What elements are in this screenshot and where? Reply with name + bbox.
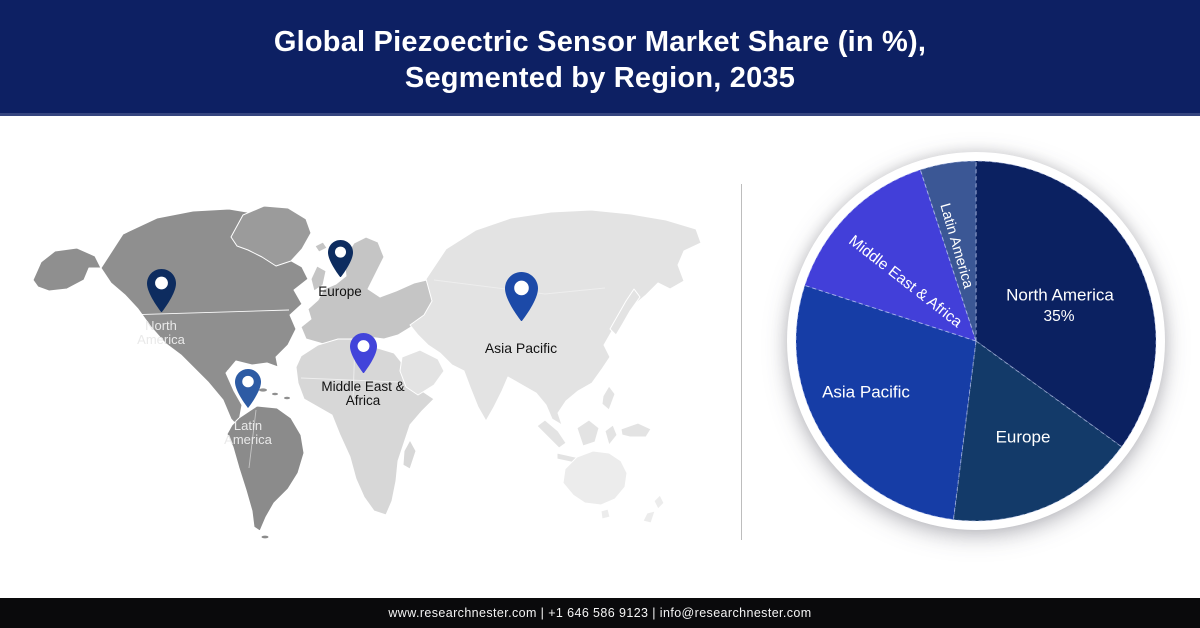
map-label-line: America: [137, 331, 185, 347]
page-title: Global Piezoectric Sensor Market Share (…: [0, 0, 1200, 96]
pie-value-label: 35%: [1043, 308, 1074, 325]
pie-slice-latin-america: [919, 160, 977, 342]
map-label-line: Latin: [233, 418, 263, 433]
map-pin-middle-east-africa-icon: [349, 332, 377, 373]
map-pin-asia-pacific-icon: [504, 271, 538, 321]
map-label-north-america: North America: [96, 319, 226, 346]
pie-label-asia-pacific: Asia Pacific: [822, 382, 910, 401]
panel-divider: [741, 184, 742, 540]
map-label-latin-america: Latin America: [183, 419, 313, 446]
continent-oceania: [562, 450, 665, 524]
greenland: [230, 205, 312, 267]
map-pin-europe-icon: [327, 239, 353, 277]
map-label-line: North: [145, 318, 177, 333]
map-pin-north-america-icon: [146, 268, 176, 312]
pie-slice-asia-pacific: [795, 284, 977, 521]
map-label-line: Europe: [318, 284, 362, 299]
map-label-europe: Europe: [275, 284, 405, 299]
map-pin-latin-america-icon: [235, 369, 261, 408]
continent-africa: [295, 338, 435, 516]
title-line-2: Segmented by Region, 2035: [404, 62, 796, 94]
continent-south-america: [226, 405, 305, 539]
pie-label-europe: Europe: [996, 427, 1051, 446]
map-label-line: Asia Pacific: [484, 340, 558, 356]
pie-slice-north-america: [975, 160, 1157, 448]
country-borders: [91, 279, 606, 469]
map-label-line: Middle East &: [321, 379, 405, 394]
continent-asia: [399, 209, 702, 465]
map-label-asia-pacific: Asia Pacific: [456, 341, 586, 356]
world-map: [32, 205, 702, 539]
continent-north-america: [32, 208, 309, 432]
footer-contact-text: www.researchnester.com | +1 646 586 9123…: [388, 606, 812, 620]
header-banner: Global Piezoectric Sensor Market Share (…: [0, 0, 1200, 116]
map-label-middle-east-africa: Middle East & Africa: [298, 379, 428, 409]
pie-label-north-america: North America: [1006, 285, 1114, 304]
pie-slice-middle-east-africa: [804, 169, 977, 342]
title-line-1: Global Piezoectric Sensor Market Share (…: [273, 26, 927, 58]
pie-slice-europe: [952, 340, 1123, 522]
footer-bar: www.researchnester.com | +1 646 586 9123…: [0, 598, 1200, 628]
map-label-line: America: [224, 431, 272, 447]
map-label-line: Africa: [345, 393, 381, 409]
